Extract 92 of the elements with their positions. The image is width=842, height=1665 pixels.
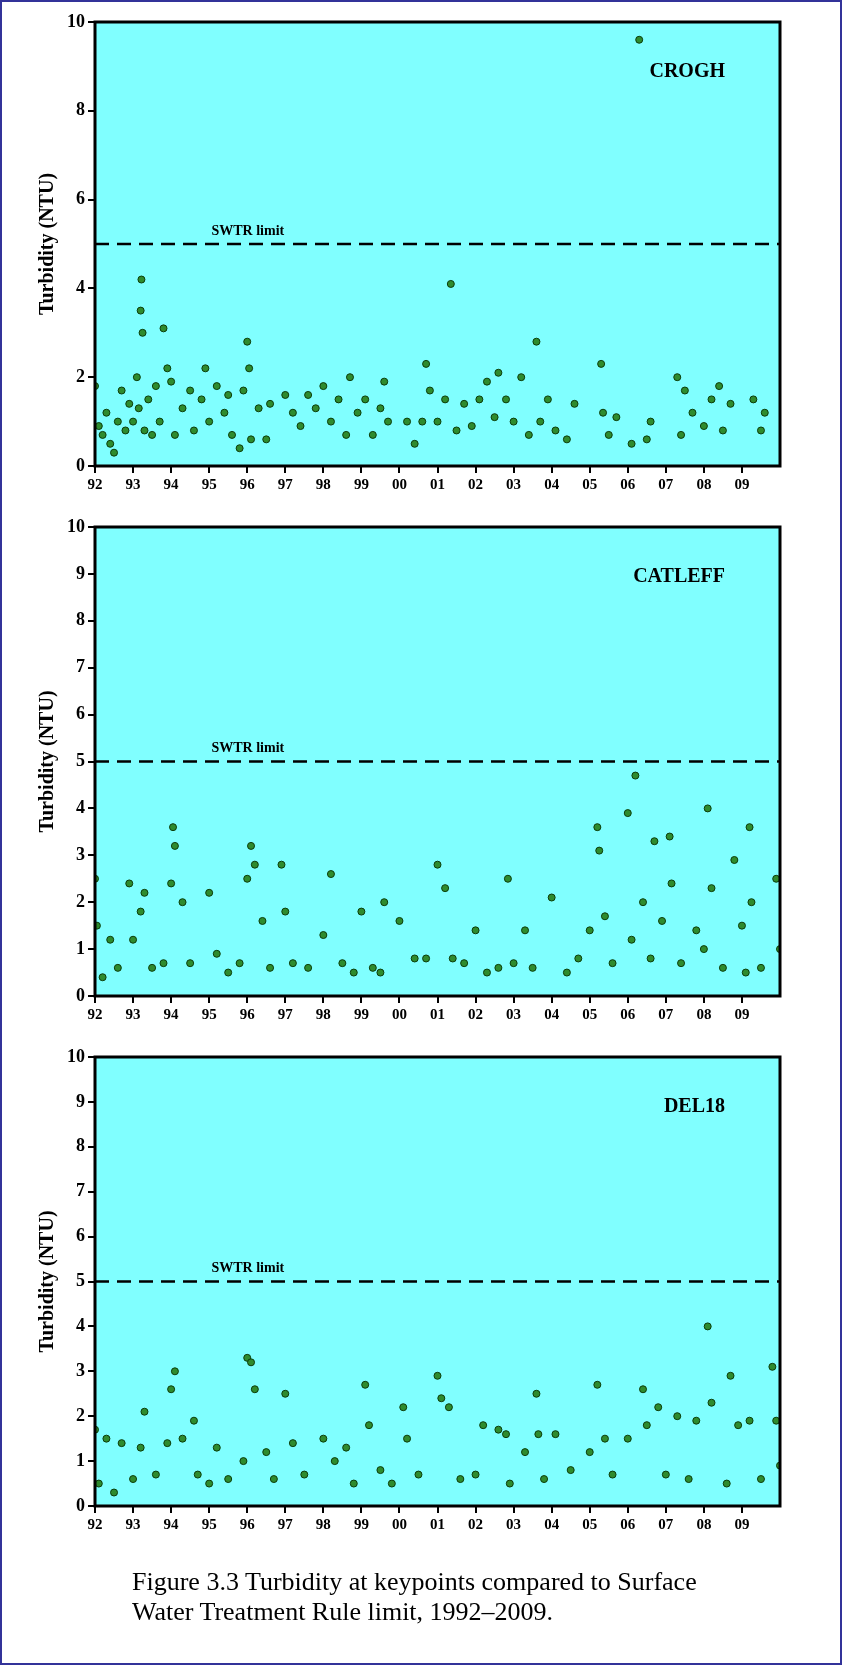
x-tick-label: 09 bbox=[734, 1005, 750, 1022]
y-tick-label: 9 bbox=[76, 1090, 85, 1111]
x-tick-label: 94 bbox=[163, 475, 180, 492]
x-tick-label: 99 bbox=[353, 1005, 369, 1022]
x-tick-label: 94 bbox=[163, 1005, 180, 1022]
x-tick-label: 92 bbox=[87, 475, 103, 492]
y-tick-label: 5 bbox=[76, 1270, 85, 1291]
x-tick-label: 95 bbox=[201, 1005, 217, 1022]
x-tick-label: 98 bbox=[315, 475, 331, 492]
y-tick-label: 2 bbox=[76, 890, 85, 911]
x-tick-label: 00 bbox=[391, 475, 407, 492]
annotation: DEL18 bbox=[663, 1094, 725, 1117]
y-tick-label: 6 bbox=[76, 1225, 85, 1246]
y-tick-label: 2 bbox=[76, 365, 85, 386]
x-tick-label: 99 bbox=[353, 1515, 369, 1532]
y-axis-title: Turbidity (NTU) bbox=[35, 172, 59, 316]
x-tick-label: 07 bbox=[658, 1005, 674, 1022]
y-axis-title: Turbidity (NTU) bbox=[35, 1210, 59, 1353]
x-tick-label: 97 bbox=[277, 1005, 294, 1022]
x-tick-label: 99 bbox=[353, 475, 369, 492]
x-tick-label: 93 bbox=[125, 1005, 141, 1022]
y-tick-label: 1 bbox=[76, 1449, 85, 1470]
x-tick-label: 09 bbox=[734, 475, 750, 492]
x-tick-label: 00 bbox=[391, 1005, 407, 1022]
x-tick-label: 01 bbox=[430, 475, 445, 492]
y-tick-label: 0 bbox=[76, 1494, 85, 1515]
x-tick-label: 02 bbox=[468, 475, 484, 492]
x-tick-label: 01 bbox=[430, 1515, 445, 1532]
x-tick-label: 05 bbox=[582, 475, 598, 492]
x-tick-label: 97 bbox=[277, 1515, 294, 1532]
x-tick-label: 93 bbox=[125, 475, 141, 492]
y-tick-label: 0 bbox=[76, 984, 85, 1005]
y-tick-label: 10 bbox=[67, 515, 85, 536]
x-tick-label: 96 bbox=[239, 1515, 256, 1532]
x-tick-label: 95 bbox=[201, 1515, 217, 1532]
y-tick-label: 5 bbox=[76, 750, 85, 771]
x-tick-label: 96 bbox=[239, 475, 256, 492]
y-tick-label: 7 bbox=[76, 1180, 85, 1201]
x-tick-label: 07 bbox=[658, 475, 674, 492]
x-tick-label: 07 bbox=[658, 1515, 674, 1532]
ref-line-label: SWTR limit bbox=[211, 1260, 285, 1276]
x-tick-label: 04 bbox=[544, 1515, 560, 1532]
x-tick-label: 05 bbox=[582, 1005, 598, 1022]
y-tick-label: 8 bbox=[76, 609, 85, 630]
x-tick-label: 04 bbox=[544, 1005, 560, 1022]
y-tick-label: 4 bbox=[76, 277, 85, 298]
y-tick-label: 8 bbox=[76, 99, 85, 120]
y-tick-label: 3 bbox=[76, 1359, 85, 1380]
x-tick-label: 06 bbox=[620, 1515, 636, 1532]
x-tick-label: 03 bbox=[506, 475, 522, 492]
x-tick-label: 98 bbox=[315, 1005, 331, 1022]
y-tick-label: 8 bbox=[76, 1135, 85, 1156]
y-tick-label: 3 bbox=[76, 843, 85, 864]
x-tick-label: 06 bbox=[620, 1005, 636, 1022]
y-tick-label: 6 bbox=[76, 188, 85, 209]
y-tick-label: 10 bbox=[67, 10, 85, 31]
ref-line-label: SWTR limit bbox=[211, 740, 285, 756]
y-tick-label: 4 bbox=[76, 1315, 85, 1336]
x-tick-label: 04 bbox=[544, 475, 560, 492]
x-tick-label: 08 bbox=[696, 1515, 712, 1532]
y-axis-title: Turbidity (NTU) bbox=[35, 690, 59, 833]
x-tick-label: 03 bbox=[506, 1005, 522, 1022]
x-tick-label: 97 bbox=[277, 475, 294, 492]
caption: Figure 3.3 Turbidity at keypoints compared to Surface Water Treatment Rule limit, 1992–2009. bbox=[131, 1566, 698, 1627]
x-tick-label: 01 bbox=[430, 1005, 445, 1022]
annotation: CATLEFF bbox=[633, 564, 725, 587]
x-tick-label: 96 bbox=[239, 1005, 256, 1022]
x-tick-label: 03 bbox=[506, 1515, 522, 1532]
y-tick-label: 9 bbox=[76, 562, 85, 583]
annotation: CROGH bbox=[649, 59, 726, 82]
x-tick-label: 05 bbox=[582, 1515, 598, 1532]
x-tick-label: 92 bbox=[87, 1515, 103, 1532]
x-tick-label: 02 bbox=[468, 1005, 484, 1022]
x-tick-label: 08 bbox=[696, 1005, 712, 1022]
ref-line-label: SWTR limit bbox=[211, 222, 285, 238]
y-tick-label: 4 bbox=[76, 797, 85, 818]
y-tick-label: 10 bbox=[67, 1045, 85, 1066]
x-tick-label: 08 bbox=[696, 475, 712, 492]
x-tick-label: 93 bbox=[125, 1515, 141, 1532]
x-tick-label: 02 bbox=[468, 1515, 484, 1532]
x-tick-label: 94 bbox=[163, 1515, 180, 1532]
x-tick-label: 92 bbox=[87, 1005, 103, 1022]
y-tick-label: 1 bbox=[76, 937, 85, 958]
x-tick-label: 00 bbox=[391, 1515, 407, 1532]
y-tick-label: 0 bbox=[76, 454, 85, 475]
x-tick-label: 09 bbox=[734, 1515, 750, 1532]
x-tick-label: 06 bbox=[620, 475, 636, 492]
y-tick-label: 7 bbox=[76, 656, 85, 677]
y-tick-label: 2 bbox=[76, 1404, 85, 1425]
x-tick-label: 95 bbox=[201, 475, 217, 492]
y-tick-label: 6 bbox=[76, 703, 85, 724]
x-tick-label: 98 bbox=[315, 1515, 331, 1532]
